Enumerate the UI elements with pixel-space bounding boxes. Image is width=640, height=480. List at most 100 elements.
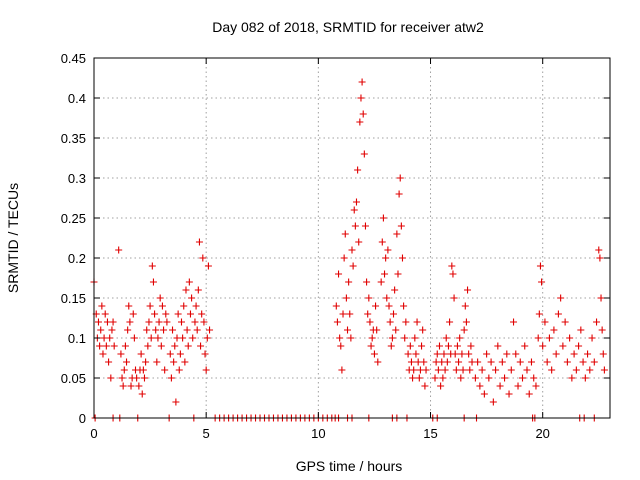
data-point [465,350,473,358]
data-point [200,318,208,326]
data-point [448,262,456,270]
data-point [561,318,569,326]
data-point [194,286,202,294]
data-point [130,334,138,342]
y-axis-label: SRMTID / TECUs [5,183,21,293]
data-point [464,286,472,294]
data-point [554,310,562,318]
data-point [361,222,369,230]
data-point [180,302,188,310]
y-tick-label: 0.2 [68,251,86,266]
data-point [557,294,565,302]
data-point [597,294,605,302]
data-point [563,358,571,366]
data-point [138,390,146,398]
data-point [160,326,168,334]
data-point [96,342,104,350]
data-point [462,318,470,326]
data-point [383,294,391,302]
data-point [133,374,141,382]
data-point [367,342,375,350]
data-point [154,334,162,342]
data-point [346,310,354,318]
data-point [541,318,549,326]
data-point [599,350,607,358]
data-point [184,342,192,350]
data-point [192,302,200,310]
data-point [443,358,451,366]
data-point [198,310,206,318]
data-point [123,358,131,366]
data-point [143,326,151,334]
data-point [189,334,197,342]
data-point [441,366,449,374]
data-point [527,358,535,366]
data-point [382,254,390,262]
data-point [203,334,211,342]
data-point [183,326,191,334]
data-point [552,350,560,358]
data-point [202,366,210,374]
data-point [354,166,362,174]
data-point [366,318,374,326]
data-point [99,350,107,358]
data-point [413,318,421,326]
data-point [386,318,394,326]
data-point [363,278,371,286]
data-point [146,302,154,310]
data-point [437,382,445,390]
data-point [149,278,157,286]
data-point [391,286,399,294]
data-point [337,342,345,350]
data-point [101,310,109,318]
data-point [577,326,585,334]
data-point [341,230,349,238]
data-point [193,326,201,334]
data-point [396,174,404,182]
data-point [145,318,153,326]
data-point [142,358,150,366]
data-point [336,334,344,342]
data-point [415,374,423,382]
data-point [140,374,148,382]
data-point [474,358,482,366]
data-point [106,334,114,342]
data-point [151,310,159,318]
y-tick-label: 0 [79,411,86,426]
data-point [446,318,454,326]
x-tick-label: 0 [90,426,97,441]
data-point [394,270,402,278]
data-point [115,246,123,254]
data-point [398,254,406,262]
x-tick-label: 15 [423,426,437,441]
data-point [364,310,372,318]
data-point [118,374,126,382]
data-point [110,342,118,350]
data-point [120,366,128,374]
data-point [543,358,551,366]
data-point [179,334,187,342]
data-point [204,262,212,270]
data-point [171,342,179,350]
data-point [163,318,171,326]
data-point [581,374,589,382]
data-point [422,366,430,374]
data-point [570,350,578,358]
data-point [98,302,106,310]
data-point [411,334,419,342]
data-point [489,398,497,406]
data-point [595,246,603,254]
data-point [206,326,214,334]
data-point [332,302,340,310]
y-tick-label: 0.1 [68,331,86,346]
data-point [119,382,127,390]
data-point [492,366,500,374]
data-point [523,366,531,374]
data-point [496,382,504,390]
data-point [525,390,533,398]
data-point [439,374,447,382]
x-tick-label: 20 [535,426,549,441]
data-point [342,294,350,302]
data-point [347,334,355,342]
